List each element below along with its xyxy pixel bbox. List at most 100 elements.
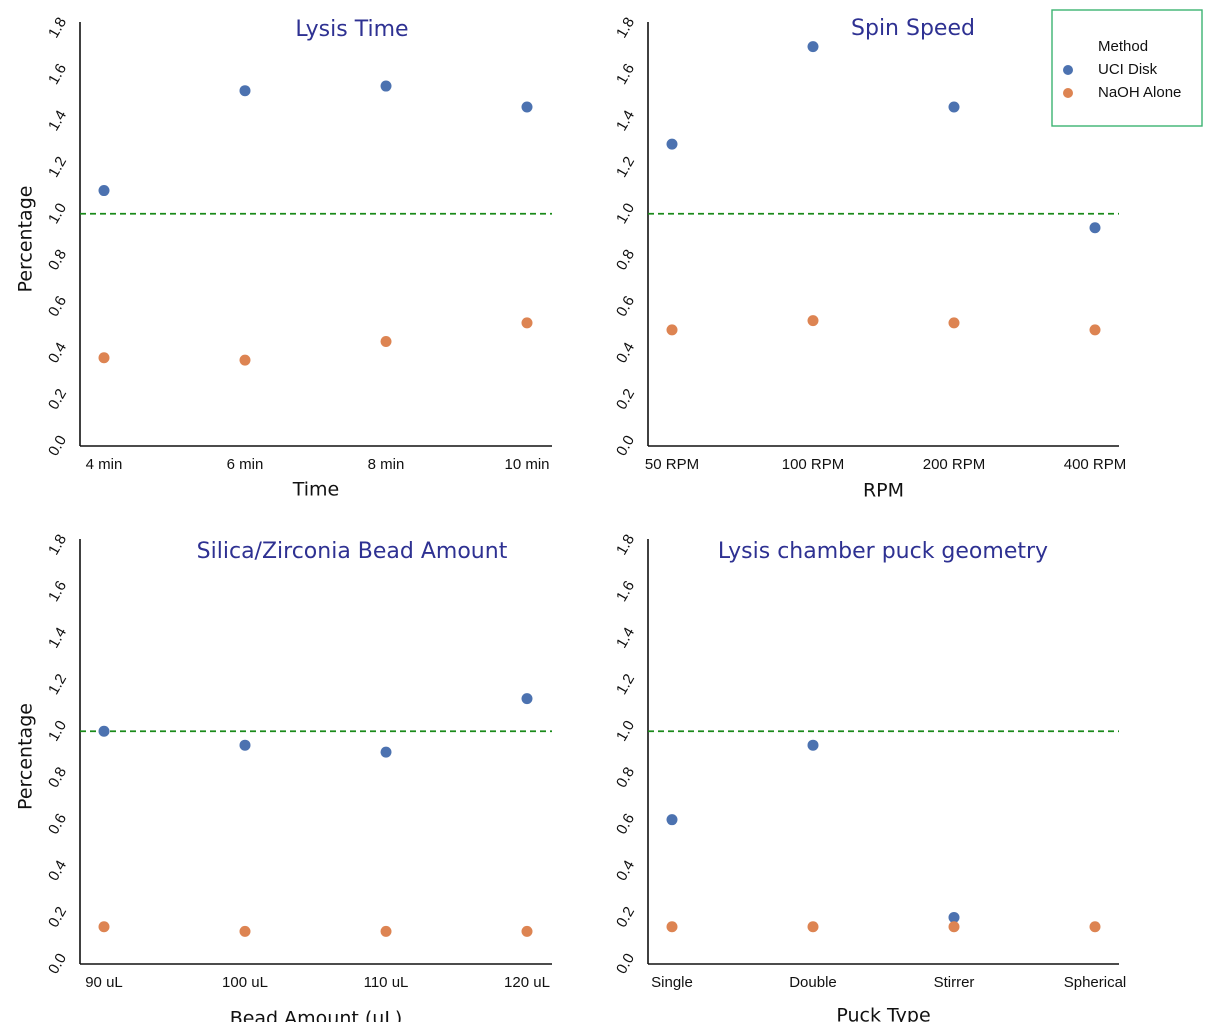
y-tick-label: 0.8: [45, 247, 70, 274]
y-tick-label: 1.0: [613, 200, 638, 227]
x-tick-label: 50 RPM: [645, 456, 699, 473]
data-point-naoh-alone: [1089, 921, 1101, 933]
y-tick-label: 0.2: [45, 386, 70, 413]
x-tick-label: 100 uL: [222, 974, 268, 991]
data-point-uci-disk: [521, 101, 533, 113]
y-tick-label: 1.8: [45, 14, 70, 41]
y-tick-label: 0.8: [613, 764, 638, 791]
data-point-uci-disk: [666, 138, 678, 150]
y-tick-label: 1.8: [613, 14, 638, 41]
data-point-naoh-alone: [807, 315, 819, 327]
y-tick-label: 0.4: [613, 340, 638, 367]
y-tick-label: 1.2: [613, 154, 638, 181]
data-point-uci-disk: [948, 911, 960, 923]
subplot-4: 0.0 0.2 0.4 0.6 0.8 1.0 1.2 1.4 1.6 1.8 Single Doub…: [613, 531, 1126, 1022]
data-point-uci-disk: [98, 185, 110, 197]
y-tick-label: 1.4: [613, 107, 638, 134]
x-tick-label: Single: [651, 974, 693, 991]
y-tick-label: 0.6: [613, 811, 638, 838]
y-tick-label: 1.4: [45, 107, 70, 134]
legend: Method UCI Disk NaOH Alone: [1051, 9, 1203, 127]
y-tick-label: 1.4: [613, 625, 638, 652]
data-point-naoh-alone: [807, 921, 819, 933]
y-tick-label: 0.4: [613, 857, 638, 884]
data-point-naoh-alone: [1089, 324, 1101, 336]
data-point-uci-disk: [239, 85, 251, 97]
data-point-naoh-alone: [380, 336, 392, 347]
x-tick-label: Double: [789, 974, 837, 991]
y-tick-label: 1.6: [45, 61, 70, 88]
y-tick-label: 1.2: [613, 671, 638, 698]
data-point-naoh-alone: [948, 921, 960, 933]
data-point-naoh-alone: [98, 921, 110, 933]
data-point-uci-disk: [1089, 222, 1101, 234]
y-tick-label: 1.0: [45, 200, 70, 227]
data-point-naoh-alone: [239, 925, 251, 937]
x-tick-label: 110 uL: [364, 974, 409, 991]
subplot-title: Silica/Zirconia Bead Amount: [197, 539, 508, 564]
data-point-naoh-alone: [380, 925, 392, 937]
data-point-uci-disk: [807, 739, 819, 751]
y-tick-label: 0.2: [613, 386, 638, 413]
data-point-naoh-alone: [521, 317, 533, 329]
x-tick-label: 6 min: [227, 456, 264, 473]
subplot-1: 0.0 0.2 0.4 0.6 0.8 1.0 1.2 1.4 1.6 1.8 4 min 6 min…: [15, 14, 552, 501]
x-tick-label: 90 uL: [85, 974, 123, 991]
data-point-naoh-alone: [521, 925, 533, 937]
legend-label: UCI Disk: [1098, 61, 1158, 78]
y-tick-label: 1.4: [45, 625, 70, 652]
x-tick-label: 120 uL: [504, 974, 550, 991]
y-tick-label: 1.6: [45, 578, 70, 605]
y-tick-label: 1.0: [613, 718, 638, 745]
x-tick-label: 100 RPM: [782, 456, 845, 473]
data-point-uci-disk: [380, 746, 392, 758]
x-tick-label: Stirrer: [934, 974, 975, 991]
y-tick-label: 1.2: [45, 671, 70, 698]
y-tick-label: 0.0: [45, 432, 70, 459]
legend-marker: [1063, 88, 1073, 98]
subplot-2: 0.0 0.2 0.4 0.6 0.8 1.0 1.2 1.4 1.6 1.8 50 RPM 100 …: [613, 14, 1126, 501]
legend-label: NaOH Alone: [1098, 84, 1181, 101]
data-point-naoh-alone: [666, 921, 678, 933]
x-tick-label: Spherical: [1064, 974, 1127, 991]
x-axis-label: Bead Amount (uL): [230, 1008, 403, 1022]
data-point-uci-disk: [380, 80, 392, 92]
y-tick-label: 0.2: [45, 904, 70, 931]
y-tick-label: 0.4: [45, 857, 70, 884]
x-axis-label: Puck Type: [836, 1005, 930, 1022]
data-point-naoh-alone: [239, 354, 251, 366]
y-tick-label: 0.8: [45, 764, 70, 791]
y-tick-label: 0.8: [613, 247, 638, 274]
data-point-uci-disk: [98, 725, 110, 737]
x-tick-label: 10 min: [504, 456, 549, 473]
subplot-title: Lysis chamber puck geometry: [718, 539, 1048, 564]
data-point-uci-disk: [666, 814, 678, 826]
data-point-naoh-alone: [666, 324, 678, 336]
x-tick-label: 8 min: [368, 456, 405, 473]
data-point-naoh-alone: [948, 317, 960, 329]
y-tick-label: 0.2: [613, 904, 638, 931]
legend-title: Method: [1098, 38, 1148, 55]
y-tick-label: 1.8: [45, 531, 70, 558]
x-tick-label: 4 min: [86, 456, 123, 473]
y-tick-label: 0.6: [613, 293, 638, 320]
y-tick-label: 0.4: [45, 340, 70, 367]
data-point-uci-disk: [239, 739, 251, 751]
y-tick-label: 0.0: [45, 950, 70, 977]
y-axis-label: Percentage: [15, 186, 37, 293]
data-point-naoh-alone: [98, 352, 110, 364]
y-tick-label: 1.6: [613, 578, 638, 605]
x-tick-label: 400 RPM: [1064, 456, 1127, 473]
x-axis-label: RPM: [863, 480, 904, 502]
subplot-title: Lysis Time: [295, 17, 408, 42]
y-tick-label: 1.8: [613, 531, 638, 558]
y-tick-label: 1.0: [45, 718, 70, 745]
y-tick-label: 1.2: [45, 154, 70, 181]
y-tick-label: 0.0: [613, 432, 638, 459]
y-tick-label: 0.0: [613, 950, 638, 977]
y-tick-label: 1.6: [613, 61, 638, 88]
y-tick-label: 0.6: [45, 293, 70, 320]
legend-marker: [1063, 65, 1073, 75]
y-axis-label: Percentage: [15, 703, 37, 810]
